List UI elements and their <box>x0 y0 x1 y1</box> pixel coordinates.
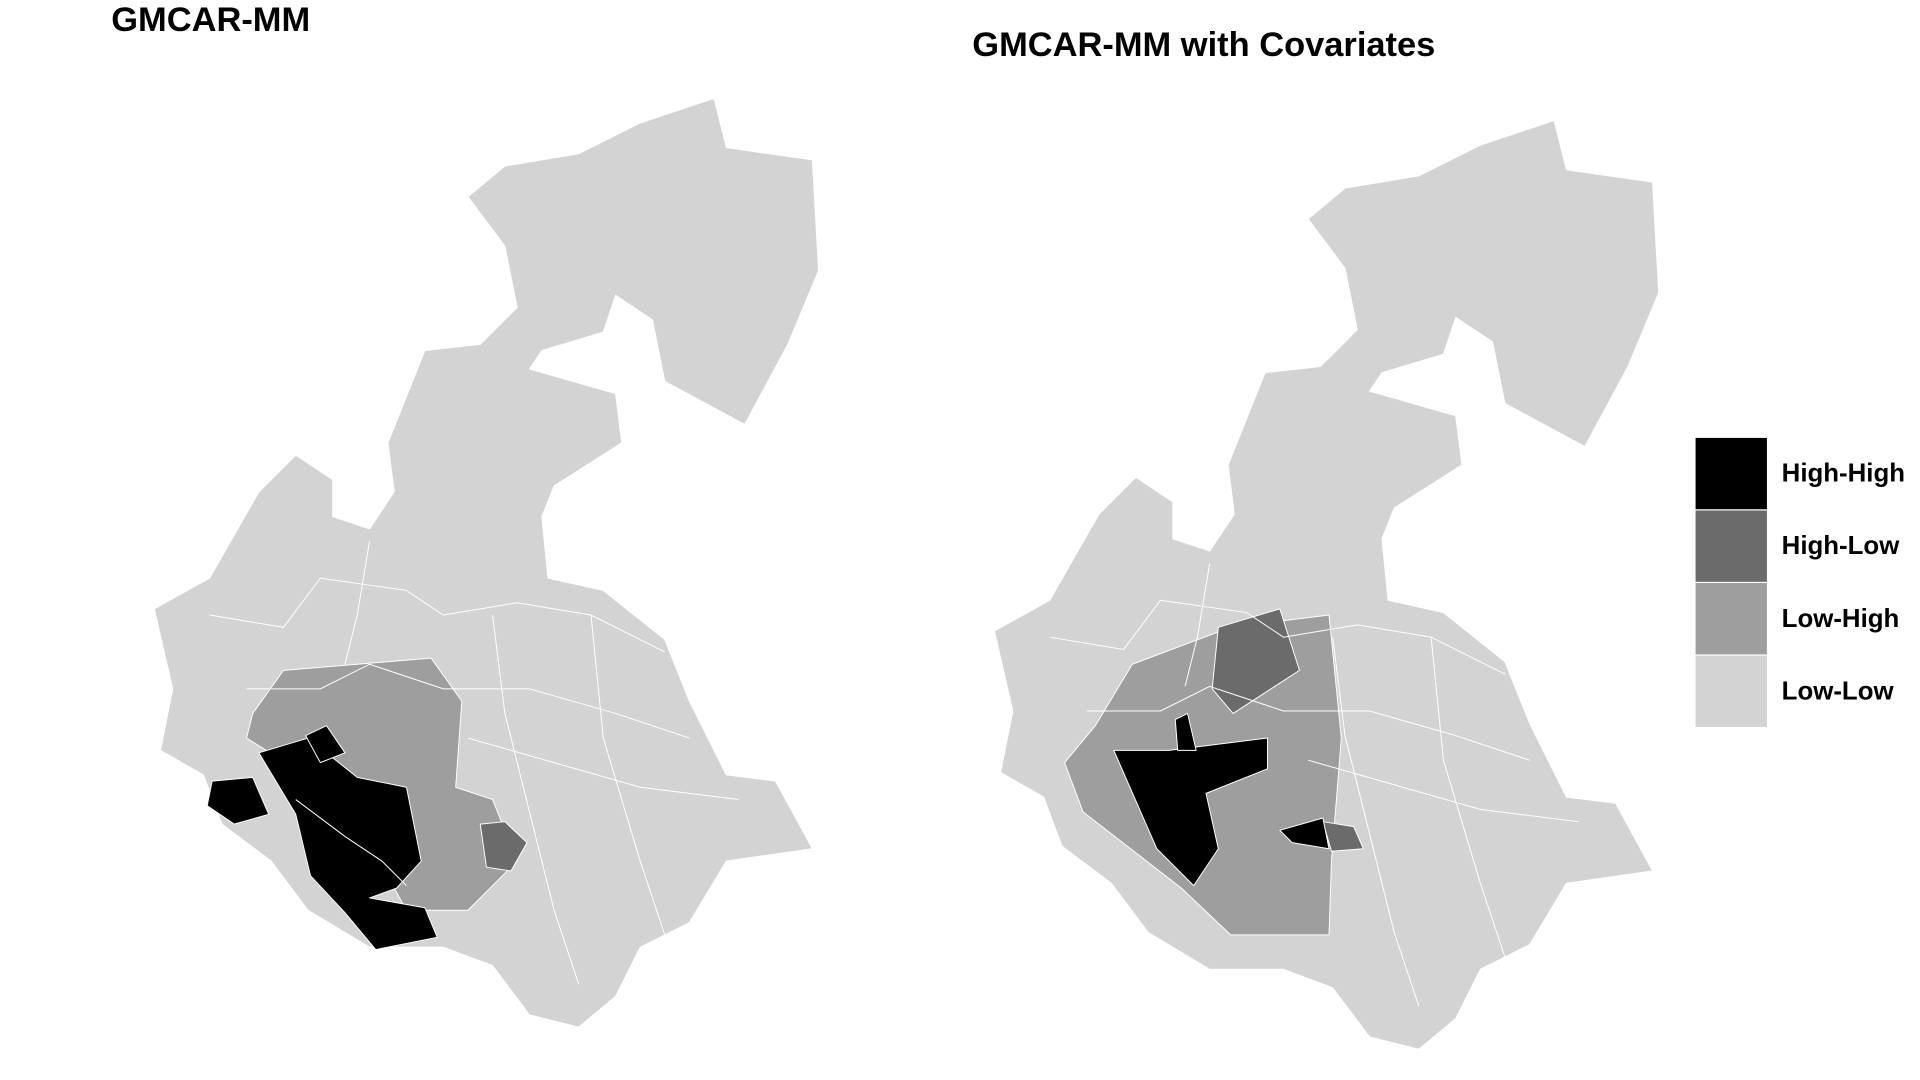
map-title: GMCAR-MM with Covariates <box>972 26 1435 64</box>
district-borders <box>1049 563 1579 1007</box>
legend-label: High-High <box>1782 460 1905 488</box>
region <box>258 737 438 951</box>
district-borders <box>209 541 739 985</box>
legend-label: High-Low <box>1782 532 1901 560</box>
map-left <box>153 97 820 1028</box>
region <box>206 776 270 825</box>
region <box>305 725 346 764</box>
legend-label: Low-Low <box>1782 677 1895 705</box>
legend: High-High High-Low Low-High Low-Low <box>1695 437 1905 727</box>
legend-label: Low-High <box>1782 605 1900 633</box>
region <box>1211 608 1300 714</box>
region <box>1174 712 1197 751</box>
legend-swatch <box>1695 655 1767 727</box>
map-right <box>993 119 1660 1050</box>
region <box>1322 821 1364 852</box>
legend-swatch <box>1695 510 1767 582</box>
legend-swatch <box>1695 437 1767 510</box>
region <box>1113 737 1269 887</box>
map-title: GMCAR-MM <box>111 1 310 39</box>
legend-swatch <box>1695 583 1767 655</box>
region <box>1279 817 1330 850</box>
region <box>479 821 528 872</box>
